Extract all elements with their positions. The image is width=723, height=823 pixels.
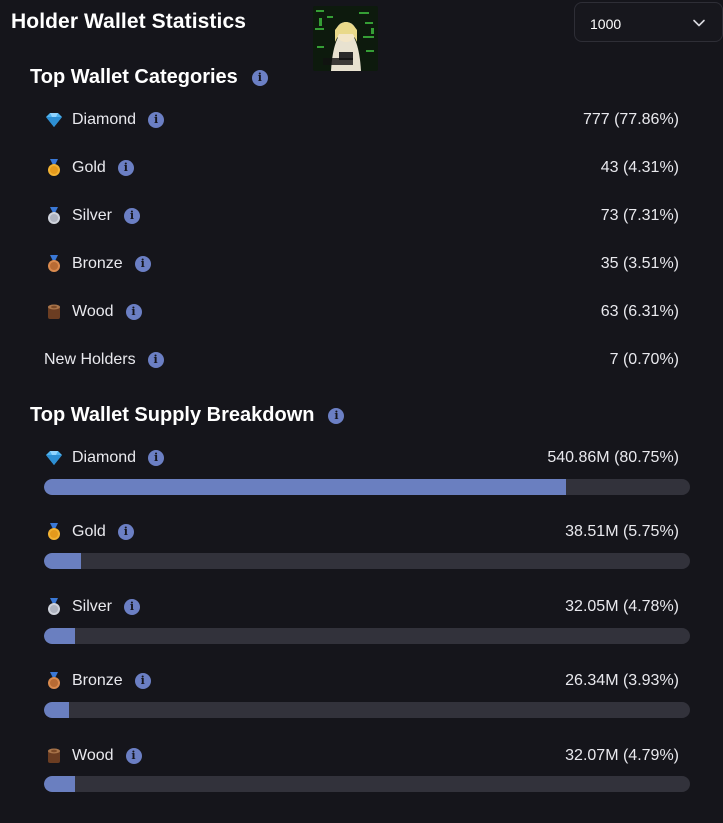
supply-bar-fill — [44, 702, 70, 718]
holder-count-select[interactable]: 1000 — [574, 2, 723, 42]
category-row-gold: Gold i 43 (4.31%) — [44, 156, 679, 180]
info-icon[interactable]: i — [124, 208, 141, 224]
diamond-icon — [46, 113, 62, 127]
info-icon[interactable]: i — [125, 304, 142, 320]
supply-row-gold: Gold i 38.51M (5.75%) — [44, 520, 679, 544]
category-row-silver: Silver i 73 (7.31%) — [44, 204, 679, 228]
supply-bar-fill — [44, 479, 566, 495]
gold-medal-icon — [48, 159, 60, 176]
token-thumbnail — [313, 6, 378, 71]
info-icon[interactable]: i — [117, 524, 134, 540]
supply-row-bronze: Bronze i 26.34M (3.93%) — [44, 669, 679, 693]
info-icon[interactable]: i — [125, 748, 142, 764]
category-row-diamond: Diamond i 777 (77.86%) — [44, 108, 679, 132]
wood-icon — [48, 748, 60, 763]
diamond-icon — [46, 451, 62, 465]
supply-bar-fill — [44, 553, 82, 569]
info-icon[interactable]: i — [134, 673, 151, 689]
category-row-bronze: Bronze i 35 (3.51%) — [44, 252, 679, 276]
supply-bar-fill — [44, 628, 75, 644]
silver-medal-icon — [48, 598, 60, 615]
supply-bar-wood — [44, 776, 690, 792]
category-row-wood: Wood i 63 (6.31%) — [44, 300, 679, 324]
supply-row-diamond: Diamond i 540.86M (80.75%) — [44, 446, 679, 470]
categories-section-title: Top Wallet Categories i — [30, 66, 268, 89]
supply-row-silver: Silver i 32.05M (4.78%) — [44, 595, 679, 619]
info-icon[interactable]: i — [117, 160, 134, 176]
page-title: Holder Wallet Statistics — [11, 10, 247, 33]
info-icon[interactable]: i — [328, 407, 345, 424]
supply-bar-bronze — [44, 702, 690, 718]
info-icon[interactable]: i — [124, 599, 141, 615]
token-image-icon — [313, 6, 378, 71]
gold-medal-icon — [48, 523, 60, 540]
info-icon[interactable]: i — [148, 450, 165, 466]
wood-icon — [48, 304, 60, 319]
bronze-medal-icon — [48, 672, 60, 689]
supply-row-wood: Wood i 32.07M (4.79%) — [44, 744, 679, 768]
select-value: 1000 — [590, 16, 622, 32]
supply-bar-diamond — [44, 479, 690, 495]
category-row-new-holders: New Holders i 7 (0.70%) — [44, 351, 679, 368]
info-icon[interactable]: i — [148, 112, 165, 128]
silver-medal-icon — [48, 207, 60, 224]
info-icon[interactable]: i — [134, 256, 151, 272]
supply-bar-fill — [44, 776, 75, 792]
supply-bar-gold — [44, 553, 690, 569]
info-icon[interactable]: i — [251, 69, 268, 86]
chevron-down-icon — [693, 19, 705, 27]
info-icon[interactable]: i — [147, 352, 164, 368]
supply-section-title: Top Wallet Supply Breakdown i — [30, 404, 345, 427]
bronze-medal-icon — [48, 255, 60, 272]
supply-bar-silver — [44, 628, 690, 644]
